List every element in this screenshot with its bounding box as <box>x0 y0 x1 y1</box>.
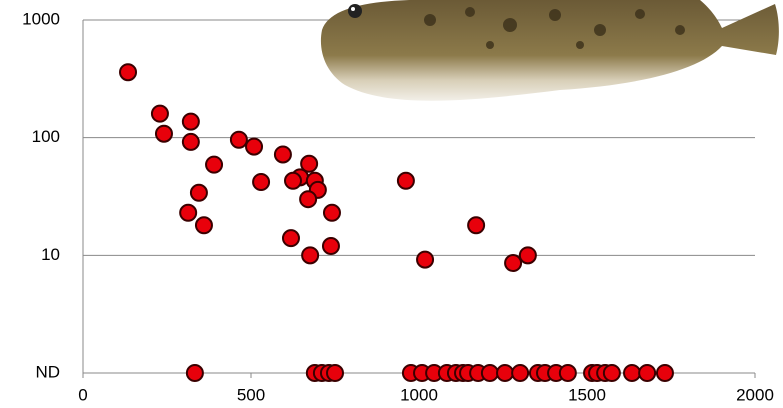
data-point <box>467 216 486 235</box>
data-point <box>181 132 200 151</box>
data-point <box>229 130 248 149</box>
data-point <box>504 254 523 273</box>
data-point <box>252 172 271 191</box>
data-point <box>245 137 264 156</box>
data-point <box>321 237 340 256</box>
data-point <box>602 364 621 382</box>
data-point <box>496 364 515 382</box>
x-tick-label: 500 <box>237 385 265 404</box>
data-point <box>194 216 213 235</box>
data-point <box>300 154 319 173</box>
data-point <box>273 145 292 164</box>
data-point <box>281 229 300 248</box>
data-point <box>655 364 674 382</box>
y-tick-label: ND <box>35 362 60 381</box>
data-point <box>154 124 173 143</box>
y-tick-label: 1000 <box>22 9 60 28</box>
data-point <box>301 246 320 265</box>
data-point <box>205 155 224 174</box>
data-point <box>181 112 200 131</box>
data-point <box>284 171 302 190</box>
data-point <box>326 364 344 382</box>
x-tick-label: 2000 <box>736 385 774 404</box>
y-tick-label: 10 <box>41 245 60 264</box>
data-point <box>299 190 318 209</box>
data-point <box>511 364 530 382</box>
data-point <box>638 364 657 382</box>
fish-photo <box>320 0 779 101</box>
x-tick-label: 1000 <box>400 385 438 404</box>
data-point <box>518 246 537 265</box>
data-point <box>322 203 341 222</box>
data-point <box>185 364 204 382</box>
data-point <box>416 250 435 269</box>
data-point <box>480 364 499 382</box>
data-point <box>558 364 577 382</box>
data-point <box>396 171 415 190</box>
data-point <box>179 203 198 222</box>
y-tick-label: 100 <box>32 127 60 146</box>
x-tick-label: 0 <box>78 385 87 404</box>
data-point <box>189 183 208 202</box>
data-point <box>623 364 642 382</box>
data-point <box>150 104 169 123</box>
data-point <box>119 63 138 82</box>
x-tick-label: 1500 <box>568 385 606 404</box>
